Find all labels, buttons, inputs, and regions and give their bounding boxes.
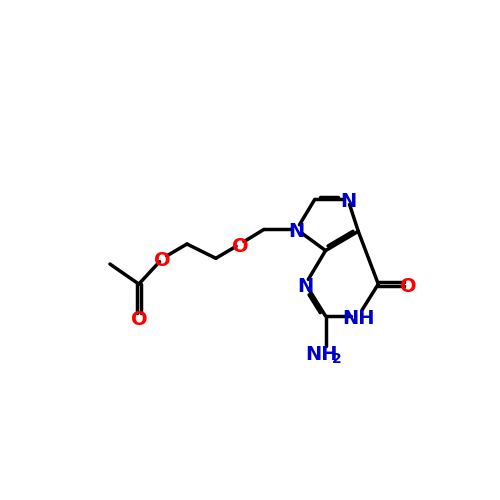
- Text: NH: NH: [306, 345, 338, 364]
- Text: O: O: [232, 236, 248, 256]
- Text: NH: NH: [342, 308, 374, 328]
- Text: O: O: [154, 251, 171, 270]
- Text: 2: 2: [332, 352, 342, 366]
- Text: N: N: [288, 222, 305, 241]
- Text: O: O: [130, 310, 147, 330]
- Text: N: N: [340, 192, 356, 211]
- Text: N: N: [298, 276, 314, 295]
- Text: O: O: [400, 276, 416, 295]
